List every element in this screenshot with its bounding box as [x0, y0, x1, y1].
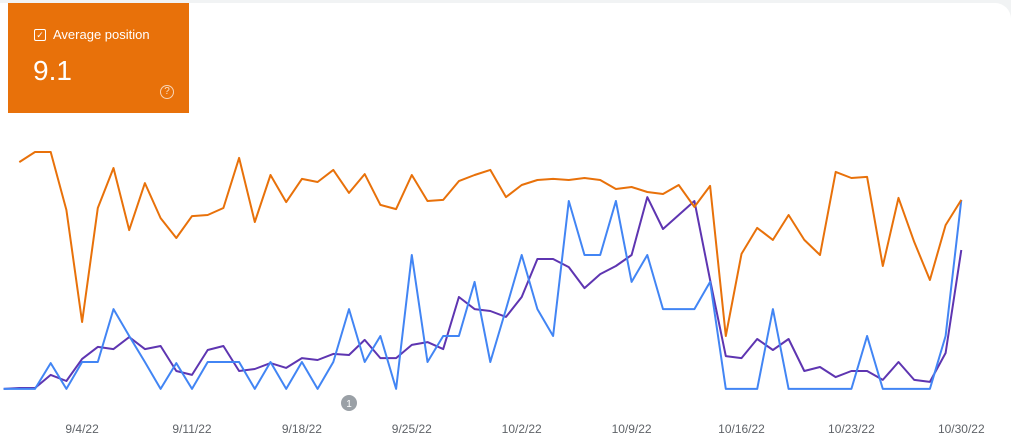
x-tick-label: 10/9/22 [612, 422, 652, 436]
annotation-label: 1 [346, 399, 352, 410]
series-line [18, 151, 963, 337]
checkbox[interactable]: ✓ [34, 29, 46, 41]
x-tick-label: 10/16/22 [718, 422, 765, 436]
metric-value: 9.1 [33, 55, 72, 86]
x-tick-label: 9/4/22 [65, 422, 99, 436]
series-line [3, 199, 963, 390]
metric-card[interactable]: ✓ Average position 9.1 ? [8, 3, 189, 113]
x-tick-label: 9/18/22 [282, 422, 322, 436]
x-tick-label: 10/30/22 [938, 422, 985, 436]
series-line [3, 196, 963, 390]
x-tick-label: 10/23/22 [828, 422, 875, 436]
help-icon[interactable]: ? [160, 85, 174, 99]
x-tick-label: 9/25/22 [392, 422, 432, 436]
annotation-marker [341, 395, 357, 411]
x-tick-label: 10/2/22 [502, 422, 542, 436]
x-tick-label: 9/11/22 [172, 422, 211, 436]
metric-label: Average position [53, 27, 150, 42]
